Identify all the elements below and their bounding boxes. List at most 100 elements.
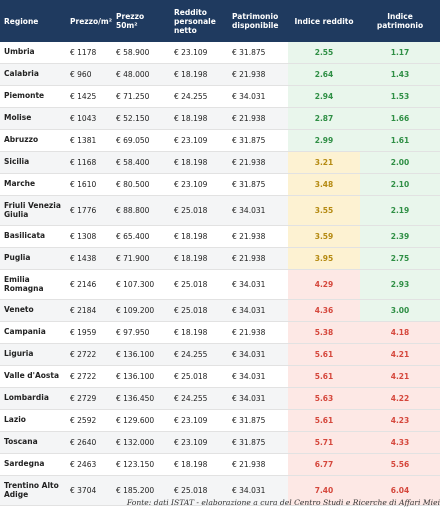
region-cell: Abruzzo	[0, 129, 66, 152]
table-row: Lazio € 2592 € 129.600 € 23.109 € 31.875 5.61…	[0, 409, 440, 432]
table-cell: € 1438	[66, 247, 112, 270]
table-cell: € 23.109	[170, 173, 228, 196]
table-cell: € 1425	[66, 85, 112, 108]
table-cell: € 24.255	[170, 343, 228, 366]
region-cell: Molise	[0, 107, 66, 130]
region-cell: Veneto	[0, 299, 66, 322]
table-cell: € 1610	[66, 173, 112, 196]
table-cell: € 1308	[66, 225, 112, 248]
table-row: Veneto € 2184 € 109.200 € 25.018 € 34.031 4.3…	[0, 299, 440, 322]
table-cell: € 136.100	[112, 365, 170, 388]
table-cell: 2.10	[360, 173, 440, 196]
table-row: Piemonte € 1425 € 71.250 € 24.255 € 34.031 2.…	[0, 85, 440, 108]
table-cell: 4.23	[360, 409, 440, 432]
table-cell: € 23.109	[170, 129, 228, 152]
table-cell: € 2146	[66, 269, 112, 300]
table-cell: € 34.031	[228, 85, 288, 108]
region-cell: Lazio	[0, 409, 66, 432]
region-cell: Lombardia	[0, 387, 66, 410]
table-cell: € 107.300	[112, 269, 170, 300]
table-row: Valle d'Aosta € 2722 € 136.100 € 25.018 € 34…	[0, 365, 440, 388]
region-cell: Emilia Romagna	[0, 269, 66, 300]
table-cell: € 31.875	[228, 129, 288, 152]
table-cell: 3.00	[360, 299, 440, 322]
table-cell: € 31.875	[228, 173, 288, 196]
table-cell: 5.61	[288, 409, 360, 432]
table-cell: € 23.109	[170, 42, 228, 64]
table-cell: € 31.875	[228, 42, 288, 64]
region-cell: Marche	[0, 173, 66, 196]
table-row: Molise € 1043 € 52.150 € 18.198 € 21.938 2.87…	[0, 107, 440, 130]
table-row: Toscana € 2640 € 132.000 € 23.109 € 31.875 5.…	[0, 431, 440, 454]
region-cell: Basilicata	[0, 225, 66, 248]
table-cell: € 25.018	[170, 299, 228, 322]
table-cell: 4.18	[360, 321, 440, 344]
table-cell: € 24.255	[170, 387, 228, 410]
table-cell: € 3704	[66, 475, 112, 506]
table-cell: € 123.150	[112, 453, 170, 476]
data-table: Regione Prezzo/m² Prezzo 50m² Reddito perso…	[0, 0, 440, 506]
table-cell: € 34.031	[228, 475, 288, 506]
table-cell: € 25.018	[170, 195, 228, 226]
region-cell: Trentino Alto Adige	[0, 475, 66, 506]
table-cell: € 960	[66, 63, 112, 86]
table-cell: € 1168	[66, 151, 112, 174]
table-cell: € 21.938	[228, 63, 288, 86]
table-row: Puglia € 1438 € 71.900 € 18.198 € 21.938 3.95…	[0, 247, 440, 270]
table-cell: 4.33	[360, 431, 440, 454]
table-cell: € 136.450	[112, 387, 170, 410]
table-cell: € 2184	[66, 299, 112, 322]
table-cell: 5.56	[360, 453, 440, 476]
table-cell: € 52.150	[112, 107, 170, 130]
table-cell: 2.19	[360, 195, 440, 226]
table-cell: € 69.050	[112, 129, 170, 152]
table-cell: € 34.031	[228, 365, 288, 388]
table-cell: € 1178	[66, 42, 112, 64]
table-cell: 2.00	[360, 151, 440, 174]
table-cell: € 2729	[66, 387, 112, 410]
table-cell: 3.95	[288, 247, 360, 270]
table-cell: € 109.200	[112, 299, 170, 322]
table-cell: € 18.198	[170, 225, 228, 248]
table-cell: € 80.500	[112, 173, 170, 196]
region-cell: Valle d'Aosta	[0, 365, 66, 388]
table-cell: € 97.950	[112, 321, 170, 344]
table-cell: € 21.938	[228, 453, 288, 476]
table-cell: € 185.200	[112, 475, 170, 506]
table-cell: € 34.031	[228, 269, 288, 300]
table-cell: 1.17	[360, 42, 440, 64]
table-cell: 5.63	[288, 387, 360, 410]
column-header: Regione	[0, 0, 66, 42]
table-cell: € 21.938	[228, 107, 288, 130]
column-header: Prezzo 50m²	[112, 0, 170, 42]
table-row: Trentino Alto Adige € 3704 € 185.200 € 25.0…	[0, 475, 440, 506]
table-cell: € 58.400	[112, 151, 170, 174]
table-cell: € 31.875	[228, 409, 288, 432]
table-cell: 3.59	[288, 225, 360, 248]
table-cell: 5.61	[288, 343, 360, 366]
table-cell: 3.55	[288, 195, 360, 226]
table-cell: 3.21	[288, 151, 360, 174]
table-cell: 4.21	[360, 365, 440, 388]
table-cell: € 71.250	[112, 85, 170, 108]
table-cell: € 25.018	[170, 475, 228, 506]
table-row: Liguria € 2722 € 136.100 € 24.255 € 34.031 5.…	[0, 343, 440, 366]
table-cell: € 136.100	[112, 343, 170, 366]
table-cell: € 21.938	[228, 247, 288, 270]
table-cell: € 1959	[66, 321, 112, 344]
region-cell: Campania	[0, 321, 66, 344]
region-cell: Umbria	[0, 42, 66, 64]
region-cell: Liguria	[0, 343, 66, 366]
table-cell: € 2592	[66, 409, 112, 432]
table-cell: 2.55	[288, 42, 360, 64]
table-cell: 2.94	[288, 85, 360, 108]
table-cell: 4.21	[360, 343, 440, 366]
table-row: Umbria € 1178 € 58.900 € 23.109 € 31.875 2.55…	[0, 42, 440, 64]
table-cell: € 21.938	[228, 225, 288, 248]
table-cell: € 2722	[66, 365, 112, 388]
table-row: Campania € 1959 € 97.950 € 18.198 € 21.938 5.…	[0, 321, 440, 344]
table-cell: € 18.198	[170, 247, 228, 270]
column-header: Reddito personale netto	[170, 0, 228, 42]
table-cell: € 34.031	[228, 299, 288, 322]
table-cell: € 1776	[66, 195, 112, 226]
